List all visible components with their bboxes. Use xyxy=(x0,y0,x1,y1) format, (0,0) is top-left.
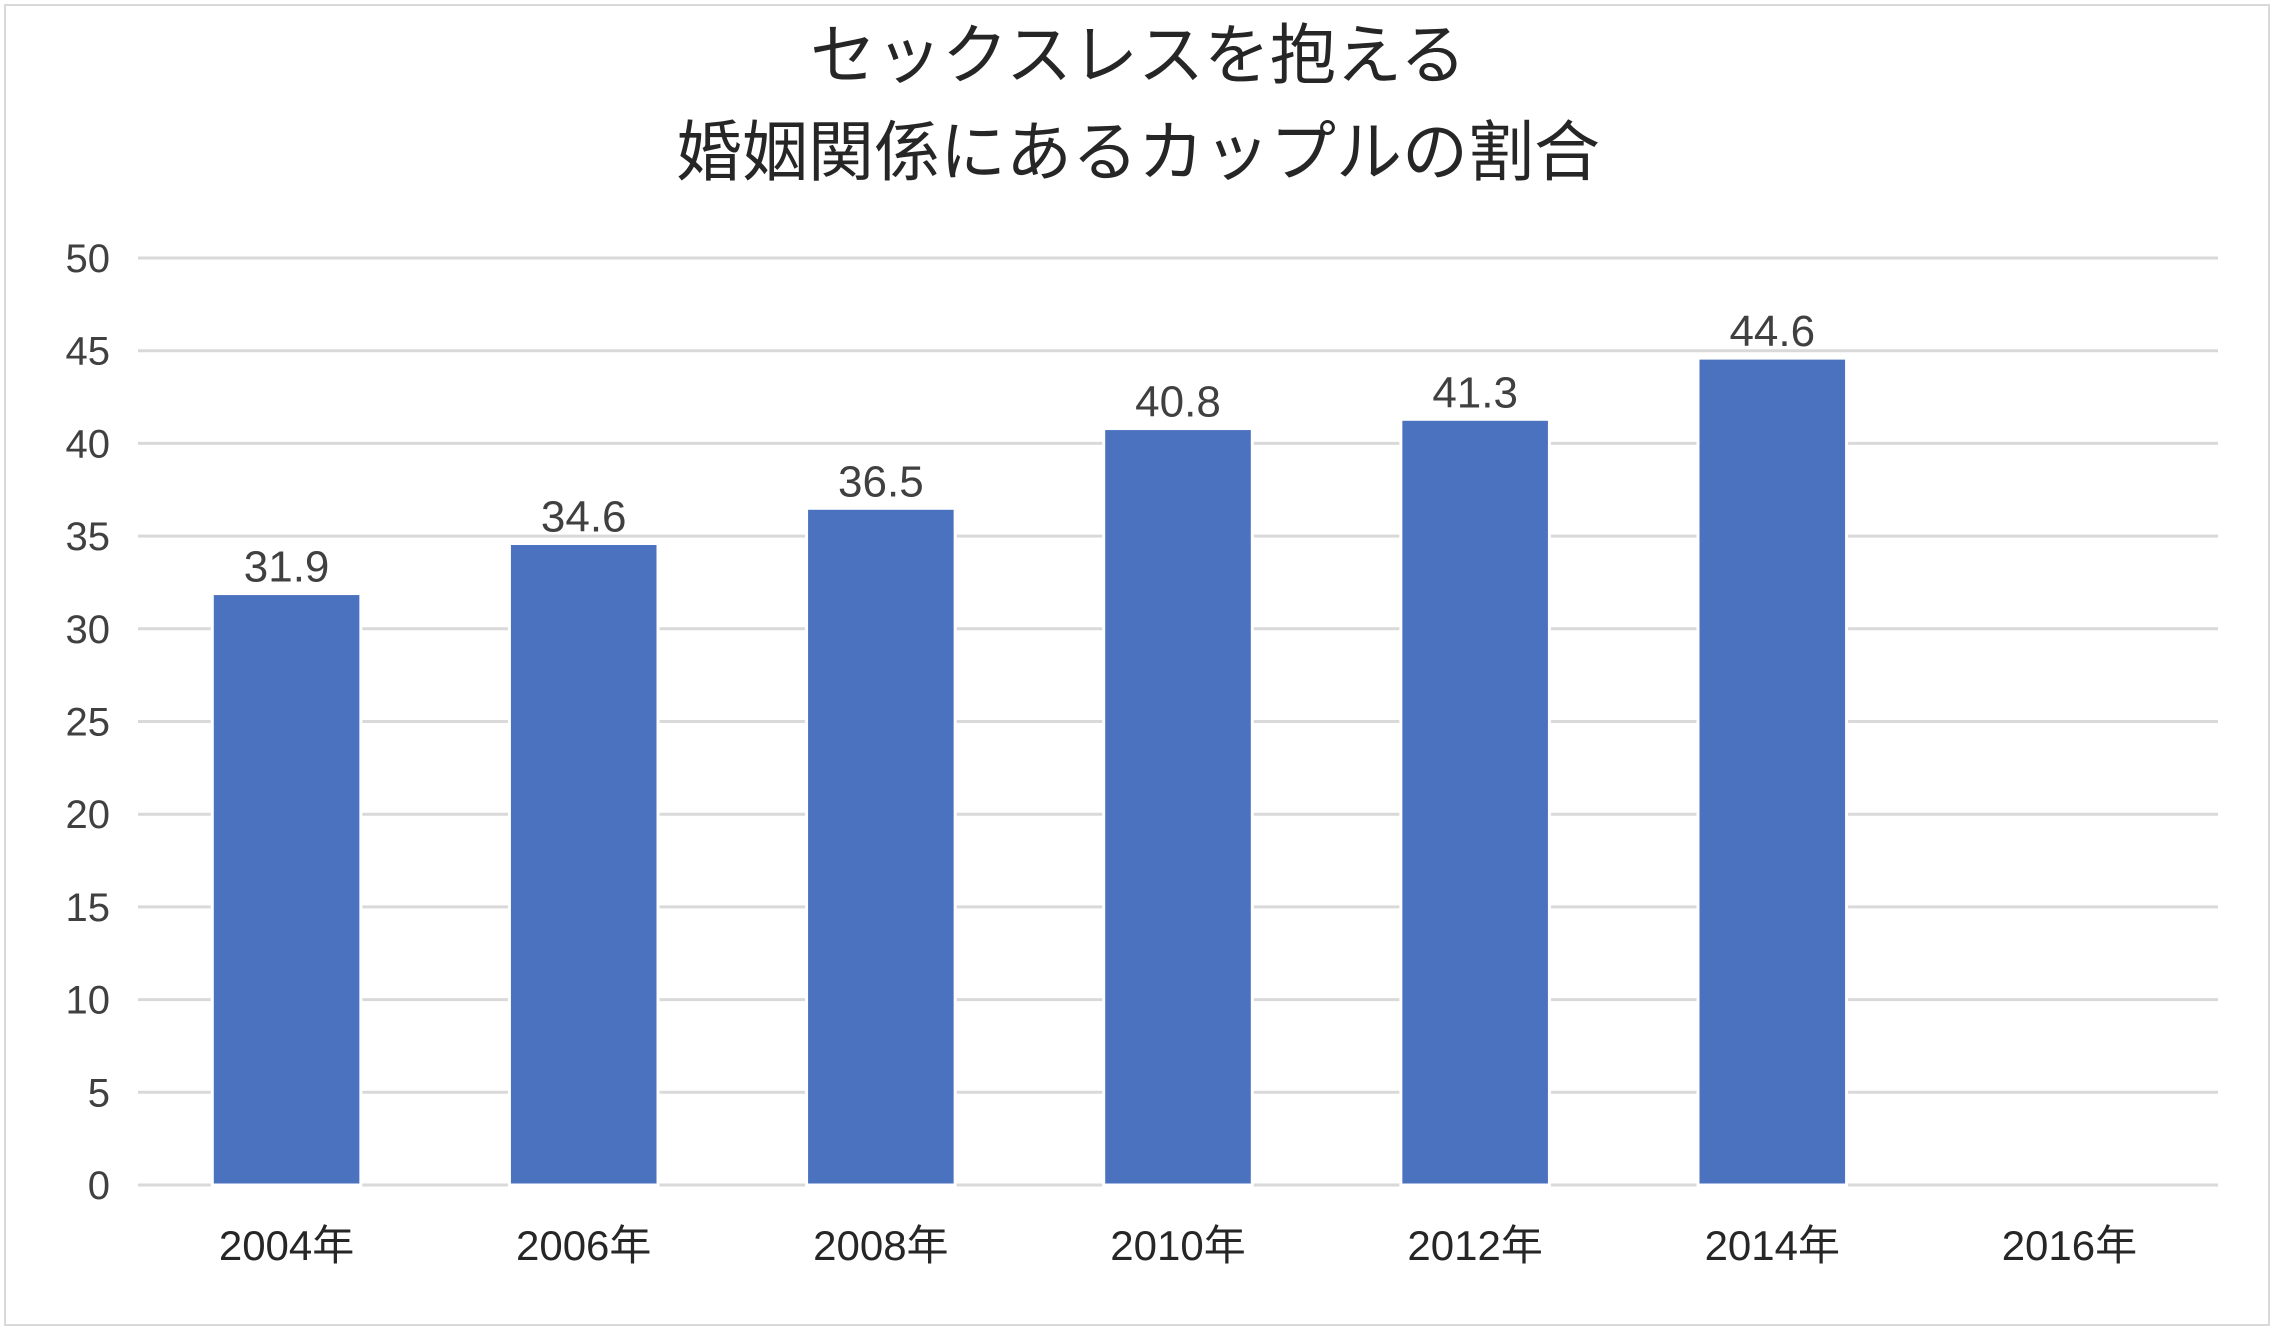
y-tick-label: 15 xyxy=(66,886,111,930)
bar-4 xyxy=(1399,417,1551,1187)
chart-title: セックスレスを抱える 婚姻関係にあるカップルの割合 xyxy=(676,17,1600,191)
y-tick-label: 25 xyxy=(66,701,111,745)
bar-3 xyxy=(1102,427,1254,1187)
y-tick-label: 50 xyxy=(66,237,111,281)
y-tick-label: 0 xyxy=(88,1164,110,1208)
bar-2 xyxy=(805,506,957,1187)
data-label-0: 31.9 xyxy=(244,543,330,592)
x-category-label-4: 2012年 xyxy=(1407,1222,1542,1269)
x-category-label-5: 2014年 xyxy=(1705,1222,1840,1269)
chart-title-line-1: セックスレスを抱える xyxy=(810,17,1466,94)
data-label-1: 34.6 xyxy=(541,493,627,542)
x-category-label-1: 2006年 xyxy=(516,1222,651,1269)
y-tick-label: 30 xyxy=(66,608,111,652)
x-axis-category-labels: 2004年 2006年 2008年 2010年 2012年 2014年 2016年 xyxy=(219,1222,2137,1269)
bar-series xyxy=(210,356,1849,1187)
x-category-label-2: 2008年 xyxy=(813,1222,948,1269)
x-category-label-6: 2016年 xyxy=(2002,1222,2137,1269)
data-label-4: 41.3 xyxy=(1432,368,1518,417)
data-label-5: 44.6 xyxy=(1729,307,1815,356)
y-axis-tick-labels: 0 5 10 15 20 25 30 35 40 45 50 xyxy=(66,237,111,1208)
y-tick-label: 40 xyxy=(66,422,111,466)
y-tick-label: 45 xyxy=(66,330,111,374)
bar-1 xyxy=(507,542,660,1187)
bar-5 xyxy=(1696,356,1849,1187)
x-category-label-3: 2010年 xyxy=(1110,1222,1245,1269)
data-label-2: 36.5 xyxy=(838,457,924,506)
y-tick-label: 5 xyxy=(88,1071,110,1115)
data-labels: 31.9 34.6 36.5 40.8 41.3 44.6 xyxy=(244,307,1815,591)
y-tick-label: 10 xyxy=(66,979,111,1023)
y-tick-label: 35 xyxy=(66,515,111,559)
data-label-3: 40.8 xyxy=(1135,378,1221,427)
x-category-label-0: 2004年 xyxy=(219,1222,354,1269)
chart-title-line-2: 婚姻関係にあるカップルの割合 xyxy=(676,114,1600,191)
y-tick-label: 20 xyxy=(66,793,111,837)
bar-0 xyxy=(210,592,363,1187)
